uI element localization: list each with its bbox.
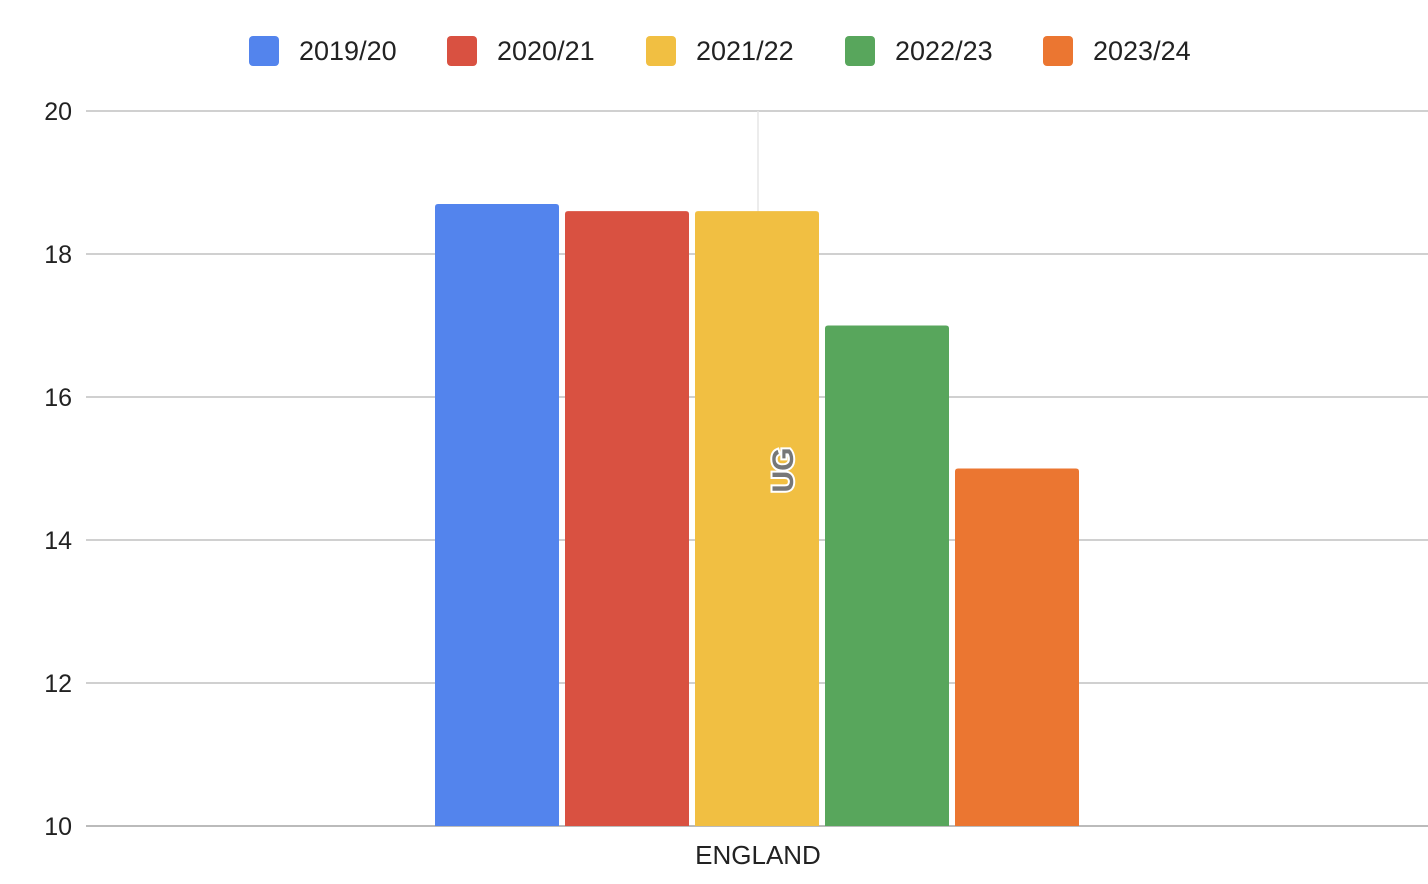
bar-2022-23 bbox=[825, 325, 949, 826]
bar-2023-24 bbox=[955, 468, 1079, 826]
annotation-label: UG bbox=[767, 448, 800, 493]
y-tick-label: 14 bbox=[44, 527, 72, 555]
bar-2020-21 bbox=[565, 211, 689, 827]
legend-swatch bbox=[249, 36, 279, 66]
legend-label: 2021/22 bbox=[696, 36, 794, 66]
x-tick-label: ENGLAND bbox=[695, 840, 821, 870]
y-tick-label: 16 bbox=[44, 384, 72, 412]
legend-swatch bbox=[447, 36, 477, 66]
legend-label: 2022/23 bbox=[895, 36, 993, 66]
legend-label: 2019/20 bbox=[299, 36, 397, 66]
y-tick-label: 10 bbox=[44, 813, 72, 841]
y-tick-label: 20 bbox=[44, 98, 72, 126]
legend-label: 2020/21 bbox=[497, 36, 595, 66]
y-tick-label: 12 bbox=[44, 670, 72, 698]
y-tick-label: 18 bbox=[44, 241, 72, 269]
legend-swatch bbox=[646, 36, 676, 66]
legend-swatch bbox=[1043, 36, 1073, 66]
legend-swatch bbox=[845, 36, 875, 66]
bar-2019-20 bbox=[435, 203, 559, 826]
legend-label: 2023/24 bbox=[1093, 36, 1191, 66]
bar-2021-22 bbox=[695, 211, 819, 827]
